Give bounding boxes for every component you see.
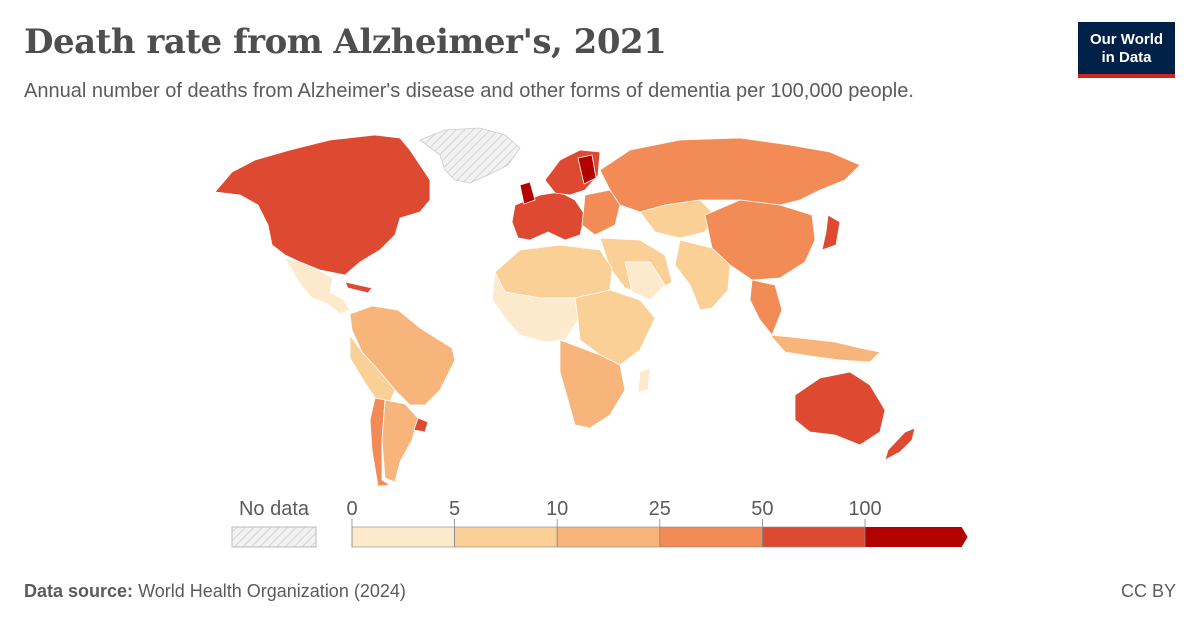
region-east-africa[interactable] xyxy=(574,289,656,366)
license[interactable]: CC BY xyxy=(1120,581,1176,601)
region-southeast-asia[interactable] xyxy=(749,279,783,336)
region-australia[interactable] xyxy=(794,371,886,446)
region-russia[interactable] xyxy=(599,137,861,213)
region-mexico[interactable] xyxy=(284,257,351,315)
region-uruguay[interactable] xyxy=(413,417,429,433)
logo-line-2: in Data xyxy=(1101,49,1152,66)
region-argentina[interactable] xyxy=(381,399,419,483)
data-source: Data source: World Health Organization (… xyxy=(24,581,406,602)
region-new-zealand[interactable] xyxy=(884,427,916,461)
region-southern-africa[interactable] xyxy=(559,339,626,429)
logo-line-1: Our World xyxy=(1089,31,1164,48)
region-finland[interactable] xyxy=(577,154,597,185)
data-source-label: Data source: xyxy=(24,581,134,601)
region-arabia[interactable] xyxy=(624,261,666,301)
region-caribbean[interactable] xyxy=(344,281,373,294)
region-uk[interactable] xyxy=(519,181,536,205)
region-madagascar[interactable] xyxy=(637,367,651,393)
region-north-africa[interactable] xyxy=(494,244,613,299)
chart-title: Death rate from Alzheimer's, 2021 xyxy=(24,22,667,62)
chart-subtitle: Annual number of deaths from Alzheimer's… xyxy=(24,80,914,102)
region-south-america-north[interactable] xyxy=(349,305,456,406)
region-japan[interactable] xyxy=(821,214,841,251)
region-west-africa[interactable] xyxy=(491,271,579,343)
owid-logo[interactable]: Our World in Data xyxy=(1078,22,1175,78)
region-north-america[interactable] xyxy=(214,134,431,276)
region-greenland[interactable] xyxy=(419,127,521,184)
data-source-text: World Health Organization (2024) xyxy=(138,581,406,601)
region-indonesia[interactable] xyxy=(769,334,881,363)
region-south-asia[interactable] xyxy=(674,239,731,311)
